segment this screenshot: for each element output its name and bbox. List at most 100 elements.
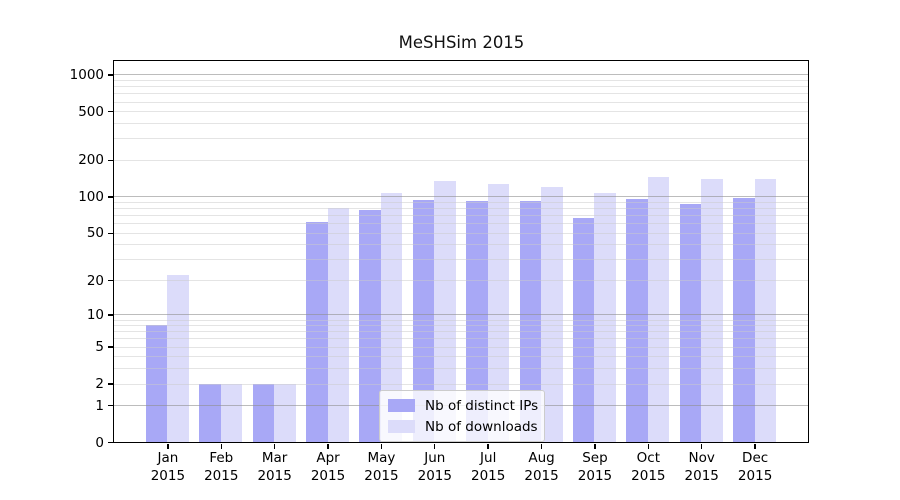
- x-tick-label-jun: Jun 2015: [395, 450, 475, 485]
- y-tick-mark-20: [108, 279, 114, 282]
- x-tick-year: 2015: [524, 467, 559, 484]
- x-tick-year: 2015: [471, 467, 506, 484]
- bar-distinct-ips-mar: [252, 383, 275, 442]
- gridline-90: [114, 202, 808, 204]
- x-tick-label-oct: Oct 2015: [608, 450, 688, 485]
- y-tick-label-1: 1: [95, 397, 104, 414]
- gridline-50: [114, 232, 808, 234]
- chart-title: MeSHSim 2015: [398, 33, 525, 52]
- x-tick-label-nov: Nov 2015: [662, 450, 742, 485]
- gridline-200: [114, 159, 808, 161]
- gridline-300: [114, 138, 808, 140]
- gridline-100: [114, 196, 808, 198]
- bar-downloads-jan: [167, 275, 189, 442]
- x-tick-mark-jun: [434, 443, 436, 449]
- bar-downloads-jul: [487, 184, 510, 442]
- gridline-40: [114, 244, 808, 246]
- bar-downloads-mar: [274, 383, 296, 442]
- x-tick-year: 2015: [577, 467, 613, 484]
- gridline-800: [114, 86, 808, 88]
- gridline-70: [114, 215, 808, 217]
- x-tick-label-may: May 2015: [341, 450, 421, 485]
- x-tick-year: 2015: [257, 467, 292, 484]
- y-tick-mark-1000: [108, 74, 114, 76]
- y-tick-label-500: 500: [78, 103, 104, 120]
- bar-distinct-ips-sep: [572, 218, 595, 442]
- legend-swatch-distinct-ips: [388, 398, 415, 413]
- y-tick-label-200: 200: [78, 152, 104, 169]
- y-tick-mark-5: [108, 346, 114, 348]
- x-tick-month: Sep: [582, 450, 608, 466]
- x-tick-label-feb: Feb 2015: [181, 450, 261, 485]
- gridline-4: [114, 356, 808, 358]
- x-tick-label-mar: Mar 2015: [235, 450, 315, 485]
- bar-distinct-ips-nov: [679, 203, 702, 442]
- x-tick-month: Jun: [424, 450, 446, 466]
- gridline-600: [114, 101, 808, 103]
- y-tick-mark-0: [108, 441, 114, 444]
- legend-swatch-downloads: [388, 419, 415, 434]
- gridline-80: [114, 208, 808, 210]
- x-tick-year: 2015: [631, 467, 666, 484]
- bar-distinct-ips-feb: [199, 383, 221, 442]
- y-tick-label-1000: 1000: [69, 66, 104, 83]
- x-tick-year: 2015: [310, 467, 346, 484]
- x-tick-mark-oct: [647, 443, 650, 449]
- gridline-60: [114, 223, 808, 225]
- x-tick-label-sep: Sep 2015: [555, 450, 635, 485]
- gridline-8: [114, 325, 808, 327]
- x-tick-mark-feb: [220, 443, 222, 449]
- gridline-7: [114, 331, 808, 333]
- y-tick-mark-2: [108, 383, 114, 385]
- legend-label-distinct-ips: Nb of distinct IPs: [425, 397, 539, 414]
- legend-label-downloads: Nb of downloads: [425, 418, 538, 435]
- legend-entry-downloads: Nb of downloads: [380, 416, 544, 437]
- x-tick-mark-jan: [167, 443, 169, 449]
- x-tick-month: Jan: [157, 450, 179, 466]
- gridlines-layer: [114, 61, 808, 442]
- x-tick-month: Dec: [742, 450, 769, 466]
- x-tick-year: 2015: [684, 467, 719, 484]
- x-tick-month: Mar: [261, 450, 288, 466]
- gridline-500: [114, 111, 808, 113]
- bar-distinct-ips-jun: [412, 200, 435, 442]
- y-tick-mark-200: [108, 159, 114, 162]
- x-tick-mark-nov: [701, 443, 703, 449]
- plot-area: Nb of distinct IPs Nb of downloads: [113, 60, 809, 443]
- y-tick-mark-10: [108, 314, 114, 316]
- bar-distinct-ips-jul: [466, 200, 488, 442]
- legend-entry-distinct-ips: Nb of distinct IPs: [380, 395, 544, 416]
- x-tick-mark-sep: [594, 443, 596, 449]
- gridline-10: [114, 314, 808, 316]
- x-tick-year: 2015: [737, 467, 773, 484]
- x-tick-mark-jul: [487, 443, 489, 449]
- x-tick-month: Nov: [688, 450, 715, 466]
- y-tick-label-2: 2: [95, 376, 104, 393]
- gridline-900: [114, 80, 808, 82]
- x-tick-mark-apr: [327, 443, 329, 449]
- gridline-30: [114, 259, 808, 261]
- bar-downloads-oct: [647, 176, 670, 442]
- y-tick-mark-50: [108, 232, 114, 234]
- bar-distinct-ips-aug: [519, 201, 542, 442]
- x-tick-year: 2015: [364, 467, 399, 484]
- y-tick-label-0: 0: [95, 434, 104, 451]
- x-tick-month: Jul: [480, 450, 497, 466]
- gridline-2: [114, 383, 808, 385]
- gridline-5: [114, 346, 808, 348]
- y-tick-mark-500: [108, 111, 114, 113]
- x-tick-month: Apr: [316, 450, 340, 466]
- x-tick-month: Feb: [209, 450, 234, 466]
- gridline-6: [114, 338, 808, 340]
- x-tick-year: 2015: [204, 467, 239, 484]
- y-tick-mark-100: [108, 196, 114, 198]
- x-tick-label-jan: Jan 2015: [128, 450, 208, 485]
- x-tick-year: 2015: [417, 467, 452, 484]
- y-tick-mark-1: [108, 404, 114, 407]
- y-tick-label-10: 10: [86, 306, 104, 323]
- x-tick-label-aug: Aug 2015: [502, 450, 582, 485]
- y-tick-label-50: 50: [86, 225, 104, 242]
- x-tick-label-dec: Dec 2015: [715, 450, 795, 485]
- gridline-700: [114, 93, 808, 95]
